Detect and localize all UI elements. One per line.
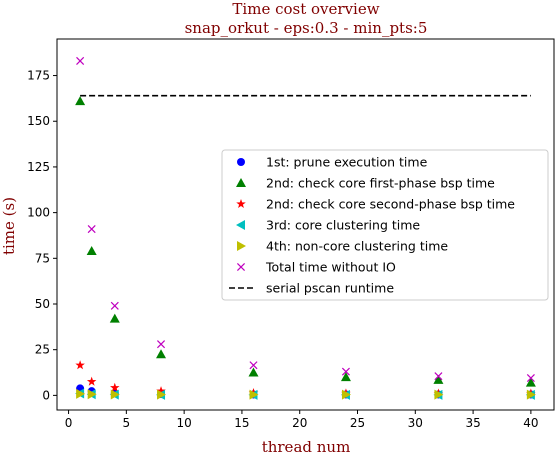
x-tick-label: 30 xyxy=(408,416,423,430)
legend-swatch xyxy=(237,158,245,166)
data-point xyxy=(434,372,443,381)
series-4 xyxy=(75,388,535,400)
legend: 1st: prune execution time 2nd: check core… xyxy=(221,149,549,301)
x-tick-label: 25 xyxy=(350,416,365,430)
data-point xyxy=(110,389,120,400)
y-tick-label: 100 xyxy=(27,206,50,220)
y-tick-label: 175 xyxy=(27,69,50,83)
data-point xyxy=(87,389,97,400)
legend-label: 3rd: core clustering time xyxy=(266,218,420,233)
x-tick-label: 0 xyxy=(65,416,73,430)
x-tick-label: 15 xyxy=(234,416,249,430)
legend-entry: 4th: non-core clustering time xyxy=(237,239,448,254)
data-point xyxy=(76,56,85,65)
legend-swatch xyxy=(236,178,246,187)
chart-title: Time cost overview xyxy=(232,0,379,18)
data-point xyxy=(249,361,258,370)
data-point xyxy=(75,360,85,370)
legend-label: serial pscan runtime xyxy=(266,281,394,296)
data-point xyxy=(110,301,119,310)
legend-entry: Total time without IO xyxy=(236,260,396,275)
data-point xyxy=(86,246,97,255)
y-axis-label: time (s) xyxy=(0,197,18,255)
legend-entry: serial pscan runtime xyxy=(229,281,394,296)
x-tick-label: 5 xyxy=(123,416,131,430)
data-point xyxy=(156,340,166,349)
legend-entry: 2nd: check core second-phase bsp time xyxy=(236,197,515,212)
x-axis-label: thread num xyxy=(262,438,351,456)
legend-swatch xyxy=(237,241,246,251)
chart-subtitle: snap_orkut - eps:0.3 - min_pts:5 xyxy=(185,19,428,37)
data-point xyxy=(341,367,350,376)
data-point xyxy=(248,367,259,377)
data-point xyxy=(525,377,536,387)
legend-entry: 2nd: check core first-phase bsp time xyxy=(236,176,495,191)
series-5 xyxy=(76,388,536,400)
data-point xyxy=(434,389,444,400)
y-tick-label: 125 xyxy=(27,160,50,174)
legend-swatch xyxy=(236,199,246,209)
data-point xyxy=(157,389,167,400)
series-1 xyxy=(76,384,535,399)
data-point xyxy=(156,386,166,396)
y-tick-label: 75 xyxy=(35,251,50,265)
series-2 xyxy=(75,96,536,387)
legend-swatch xyxy=(236,262,246,272)
data-point xyxy=(526,373,535,383)
x-axis: 0 5 10 15 20 25 30 35 40 xyxy=(65,410,539,430)
data-point xyxy=(156,349,167,359)
data-point xyxy=(433,374,444,384)
y-axis: 0 25 50 75 100 125 150 175 xyxy=(27,69,57,402)
legend-label: 2nd: check core first-phase bsp time xyxy=(266,176,495,191)
legend-label: 2nd: check core second-phase bsp time xyxy=(266,197,515,212)
legend-entry: 1st: prune execution time xyxy=(237,155,428,170)
data-point xyxy=(86,376,97,386)
plot-marks xyxy=(75,56,536,400)
legend-swatch xyxy=(236,220,245,230)
x-tick-label: 35 xyxy=(465,416,480,430)
legend-label: 4th: non-core clustering time xyxy=(266,239,448,254)
data-point xyxy=(75,96,86,106)
data-point xyxy=(109,313,120,323)
data-point xyxy=(87,225,96,234)
x-tick-label: 20 xyxy=(292,416,307,430)
data-point xyxy=(341,389,351,400)
x-tick-label: 40 xyxy=(523,416,538,430)
data-point xyxy=(76,388,86,399)
x-tick-label: 10 xyxy=(176,416,191,430)
legend-label: 1st: prune execution time xyxy=(266,155,428,170)
legend-box xyxy=(221,149,549,301)
y-tick-label: 0 xyxy=(42,388,50,402)
plot-frame xyxy=(56,38,555,411)
data-point xyxy=(110,382,120,392)
data-point xyxy=(340,372,351,382)
series-3 xyxy=(75,360,536,398)
data-point xyxy=(249,389,259,400)
y-tick-label: 150 xyxy=(27,114,50,128)
legend-label: Total time without IO xyxy=(265,260,396,275)
y-tick-label: 25 xyxy=(35,343,50,357)
legend-entry: 3rd: core clustering time xyxy=(236,218,420,233)
data-point xyxy=(526,389,536,400)
series-6 xyxy=(76,56,535,383)
y-tick-label: 50 xyxy=(35,297,50,311)
